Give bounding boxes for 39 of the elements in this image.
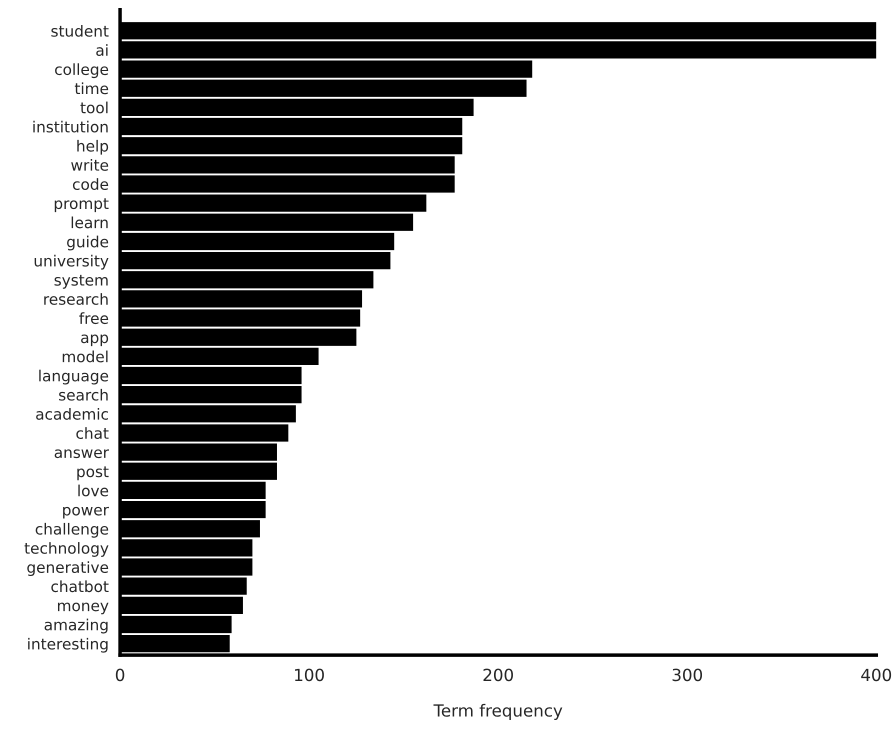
y-tick-label: chat <box>76 427 109 439</box>
y-tick-label: write <box>71 159 108 171</box>
y-tick-label: student <box>51 24 109 37</box>
y-tick-label: tool <box>80 102 108 114</box>
x-axis-title: Term frequency <box>433 704 562 720</box>
y-tick-label: time <box>74 82 108 94</box>
y-tick-label: free <box>79 312 108 324</box>
y-tick-label: language <box>39 370 108 384</box>
x-tick-label: 400 <box>861 668 892 682</box>
y-tick-label: model <box>62 350 108 362</box>
x-tick-label: 200 <box>483 668 513 682</box>
y-tick-label: institution <box>33 120 108 133</box>
y-tick-label: generative <box>27 561 108 576</box>
y-tick-label: research <box>44 293 108 305</box>
y-tick-label: technology <box>24 542 108 557</box>
x-tick-label: 0 <box>116 668 124 682</box>
x-tick-label: 300 <box>672 668 702 682</box>
y-tick-label: challenge <box>36 522 108 538</box>
y-tick-label: search <box>59 388 108 401</box>
y-tick-label: code <box>72 178 108 190</box>
y-tick-label: answer <box>54 449 109 458</box>
y-tick-label: academic <box>36 408 108 420</box>
y-tick-label: college <box>55 63 108 78</box>
y-tick-label: guide <box>67 236 108 250</box>
x-tick-label: 100 <box>295 668 324 682</box>
y-tick-label: power <box>63 506 109 519</box>
y-tick-label: prompt <box>54 198 109 212</box>
y-tick-label: amazing <box>44 618 108 634</box>
y-tick-label: love <box>78 484 108 496</box>
y-tick-label: app <box>81 334 108 346</box>
y-tick-label: interesting <box>28 638 108 653</box>
y-tick-label: money <box>58 602 108 614</box>
y-tick-label: ai <box>96 44 108 56</box>
y-tick-label: university <box>34 254 108 270</box>
y-tick-label: learn <box>72 216 108 228</box>
y-tick-label: help <box>77 140 108 155</box>
y-tick-label: chatbot <box>51 580 109 592</box>
y-tick-label: system <box>54 274 108 289</box>
y-tick-label: post <box>77 466 109 480</box>
